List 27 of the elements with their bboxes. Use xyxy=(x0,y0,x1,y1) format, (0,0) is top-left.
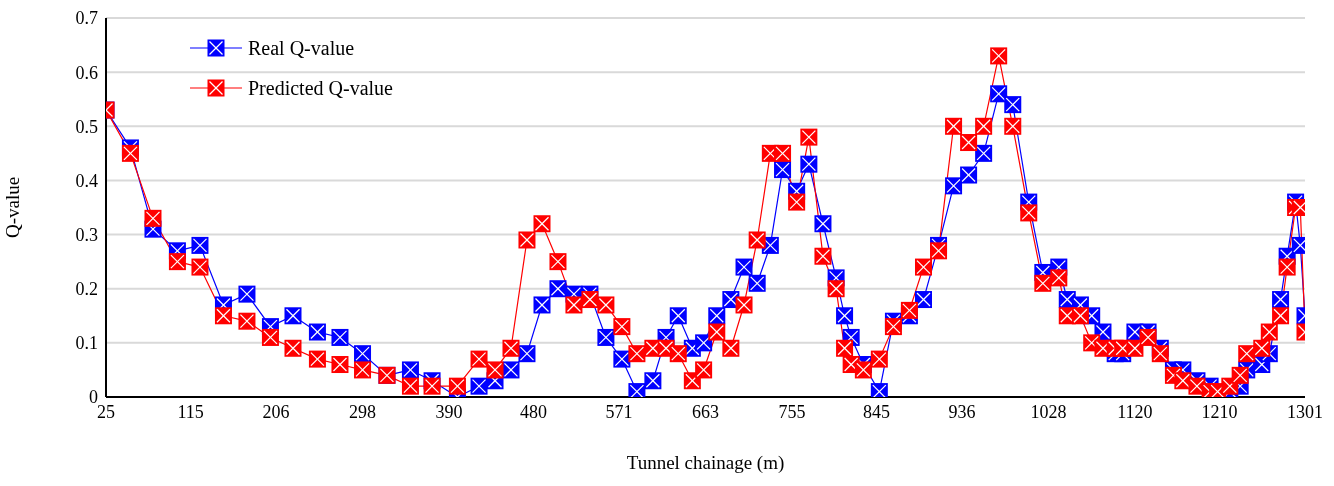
y-tick-label: 0.1 xyxy=(75,333,98,354)
y-tick-label: 0.6 xyxy=(75,62,98,83)
x-axis-title: Tunnel chainage (m) xyxy=(626,452,785,474)
x-tick-label: 480 xyxy=(520,401,548,422)
x-tick-label: 936 xyxy=(948,401,976,422)
x-tick-label: 298 xyxy=(349,401,377,422)
x-tick-label: 25 xyxy=(97,401,115,422)
y-tick-label: 0.4 xyxy=(75,170,98,191)
x-tick-label: 1120 xyxy=(1117,401,1153,422)
x-tick-label: 571 xyxy=(605,401,633,422)
legend-label: Predicted Q-value xyxy=(248,76,393,100)
x-tick-label: 663 xyxy=(692,401,719,422)
y-tick-label: 0.3 xyxy=(75,224,98,245)
y-tick-label: 0.7 xyxy=(75,8,98,29)
x-tick-label: 206 xyxy=(262,401,290,422)
x-tick-label: 1028 xyxy=(1030,401,1067,422)
y-tick-label: 0.2 xyxy=(75,279,98,300)
x-tick-label: 755 xyxy=(778,401,806,422)
x-tick-label: 845 xyxy=(863,401,891,422)
y-axis-title: Q-value xyxy=(1,176,23,239)
x-tick-label: 1210 xyxy=(1201,401,1238,422)
x-tick-label: 1301 xyxy=(1287,401,1323,422)
y-tick-label: 0.5 xyxy=(75,116,98,137)
y-tick-label: 0 xyxy=(89,387,98,408)
x-tick-label: 390 xyxy=(435,401,463,422)
x-tick-label: 115 xyxy=(177,401,204,422)
legend-label: Real Q-value xyxy=(248,36,355,60)
